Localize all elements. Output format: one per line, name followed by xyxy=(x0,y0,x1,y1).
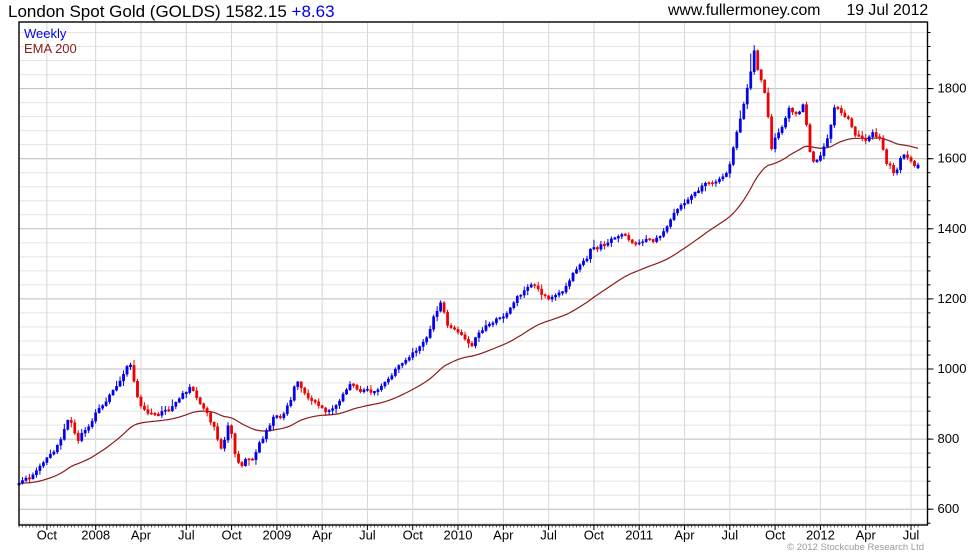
svg-text:1400: 1400 xyxy=(938,221,967,236)
svg-text:1800: 1800 xyxy=(938,81,967,96)
svg-text:1200: 1200 xyxy=(938,291,967,306)
svg-text:600: 600 xyxy=(938,501,960,516)
svg-text:1000: 1000 xyxy=(938,361,967,376)
svg-text:1600: 1600 xyxy=(938,151,967,166)
svg-text:800: 800 xyxy=(938,431,960,446)
